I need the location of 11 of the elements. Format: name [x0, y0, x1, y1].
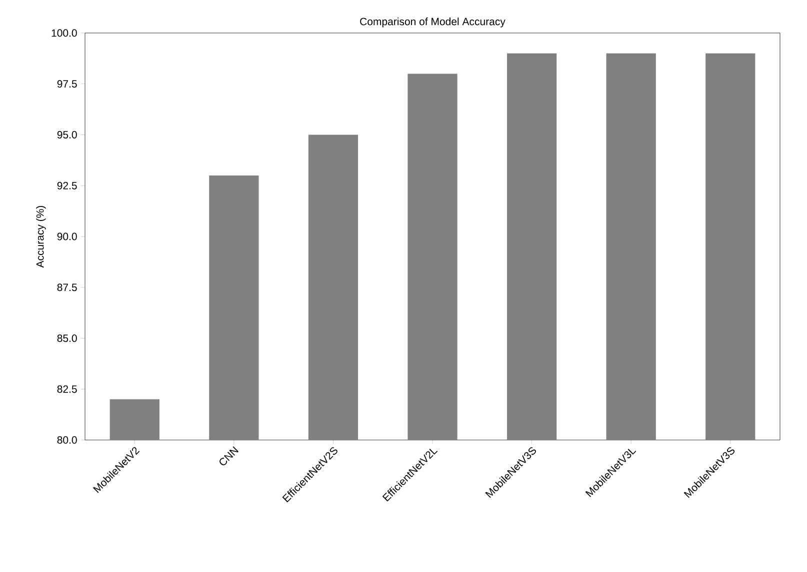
- y-tick-label: 82.5: [57, 385, 77, 393]
- y-tick-label: 92.5: [57, 182, 77, 190]
- y-tick-label: 95.0: [57, 131, 77, 138]
- chart-title: Comparison of Model Accuracy: [360, 18, 506, 28]
- y-tick-label: 85.0: [57, 334, 77, 342]
- y-tick-label: 87.5: [57, 284, 77, 292]
- y-tick-label: 80.0: [57, 436, 77, 444]
- y-tick-label: 97.5: [57, 80, 77, 88]
- y-tick-label: 90.0: [57, 232, 77, 240]
- y-tick-label: 100.0: [52, 29, 77, 37]
- y-axis-title: Accuracy (%): [36, 206, 46, 268]
